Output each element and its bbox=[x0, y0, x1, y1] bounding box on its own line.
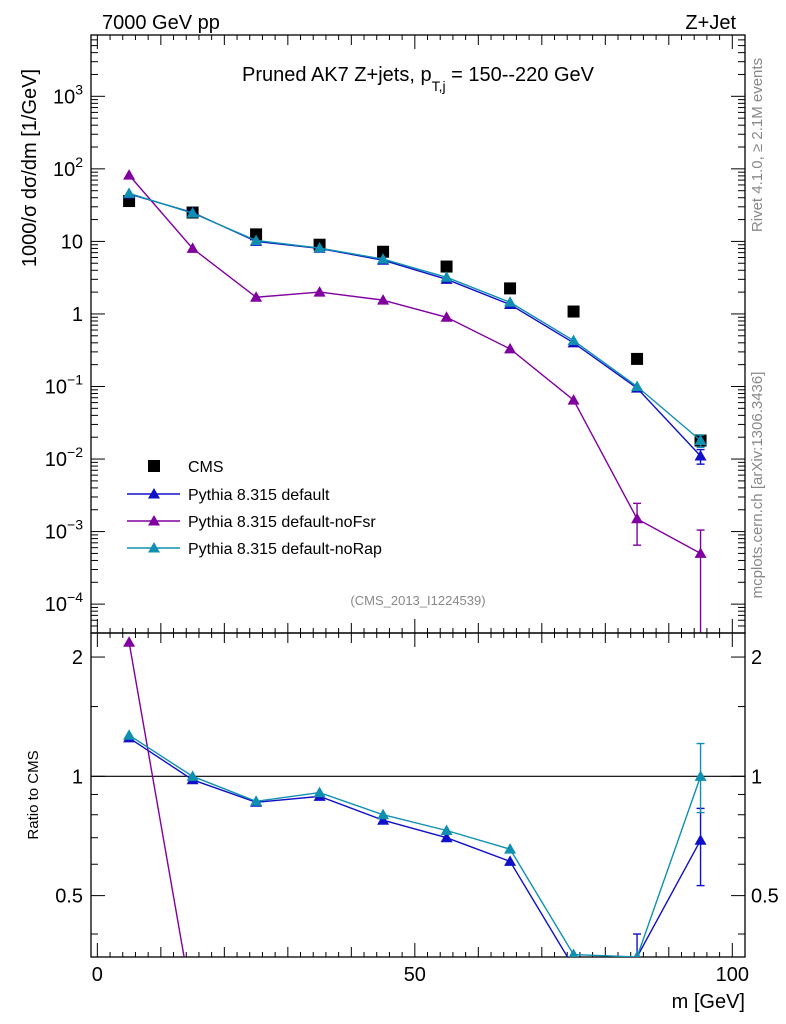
analysis-id: (CMS_2013_I1224539) bbox=[350, 593, 485, 608]
ratio-frame bbox=[90, 632, 746, 958]
pythia-8-315-default-nofsr-line bbox=[128, 174, 701, 555]
pythia-8-315-default-norap-point bbox=[377, 253, 390, 264]
pythia-8-315-default-norap-point bbox=[440, 271, 453, 282]
main-y-tick-label: 10−3 bbox=[45, 517, 83, 544]
cms-data-point bbox=[504, 282, 517, 295]
plot-title: Pruned AK7 Z+jets, pT,j = 150--220 GeV bbox=[242, 64, 595, 94]
header-process-label: Z+Jet bbox=[685, 12, 736, 34]
ratio-pythia-8-315-default-norap-point bbox=[440, 824, 453, 835]
pythia-8-315-default-norap-line bbox=[128, 192, 702, 442]
main-y-tick-label: 1 bbox=[72, 304, 83, 326]
ratio-pythia-8-315-default-norap-line bbox=[128, 734, 702, 957]
ratio-pythia-8-315-default-nofsr-point bbox=[123, 636, 136, 647]
pythia-8-315-default-nofsr-point bbox=[504, 342, 517, 354]
main-y-tick-label: 10−1 bbox=[45, 371, 83, 398]
ratio-y-tick-label-right: 0.5 bbox=[751, 886, 779, 908]
ratio-pythia-8-315-default-point bbox=[568, 961, 580, 972]
ratio-pythia-8-315-default-nofsr-line bbox=[128, 642, 185, 957]
plot-title-main: Pruned AK7 Z+jets, p bbox=[242, 64, 432, 86]
legend-marker-pythia-8-315-default bbox=[148, 488, 160, 499]
ratio-pythia-8-315-default-norap-point bbox=[377, 808, 390, 820]
cms-data-point bbox=[123, 195, 136, 208]
legend-label-pythia-8-315-default: Pythia 8.315 default bbox=[188, 487, 330, 504]
pythia-8-315-default-nofsr-point bbox=[123, 169, 136, 180]
legend-marker-pythia-8-315-default-norap bbox=[148, 542, 160, 553]
ratio-pythia-8-315-default-norap-point bbox=[633, 951, 641, 957]
mcplots-label: mcplots.cern.ch [arXiv:1306.3436] bbox=[749, 372, 766, 599]
plot-title-end: = 150--220 GeV bbox=[446, 64, 595, 86]
ratio-panel: 0.5 0.5 1 1 2 2 0 50 100 bbox=[55, 632, 779, 986]
ratio-y-tick-label-left: 2 bbox=[72, 647, 83, 669]
pythia-8-315-default-nofsr-point bbox=[567, 394, 580, 405]
pythia-8-315-default-line bbox=[128, 193, 702, 457]
x-tick-label: 100 bbox=[716, 964, 749, 986]
pythia-8-315-default-point bbox=[694, 450, 707, 461]
cms-data-point bbox=[377, 245, 390, 258]
ratio-y-axis-title: Ratio to CMS bbox=[25, 750, 42, 839]
pythia-8-315-default-norap-point bbox=[313, 242, 326, 253]
legend-label-pythia-8-315-default-norap: Pythia 8.315 default-noRap bbox=[188, 541, 382, 558]
rivet-label: Rivet 4.1.0, ≥ 2.1M events bbox=[749, 58, 766, 232]
legend: CMS Pythia 8.315 default Pythia 8.315 defa… bbox=[127, 459, 382, 558]
ratio-y-tick-label-left: 0.5 bbox=[55, 886, 83, 908]
pythia-8-315-default-nofsr-point bbox=[694, 547, 707, 558]
pythia-8-315-default-nofsr-point bbox=[313, 286, 326, 297]
ratio-y-tick-label-right: 1 bbox=[751, 766, 762, 788]
ratio-pythia-8-315-default-norap-point bbox=[694, 770, 707, 781]
main-y-tick-label: 10−2 bbox=[45, 444, 83, 471]
cms-data-point bbox=[440, 260, 453, 273]
ratio-series bbox=[123, 636, 707, 972]
pythia-8-315-default-norap-point bbox=[504, 296, 517, 307]
cms-data-point bbox=[567, 305, 580, 318]
ratio-pythia-8-315-default-norap-point bbox=[313, 786, 326, 798]
pythia-8-315-default-norap-point bbox=[694, 434, 707, 446]
main-panel: 10−4 10−3 10−2 10−1 1 10 102 103 bbox=[45, 34, 746, 634]
main-y-tick-label: 10−4 bbox=[45, 589, 83, 616]
pythia-8-315-default-norap-point bbox=[186, 207, 199, 218]
plot-title-subscript: T,j bbox=[432, 78, 446, 94]
cms-data-point bbox=[631, 352, 644, 365]
ratio-y-tick-label-right: 2 bbox=[751, 647, 762, 669]
ratio-pythia-8-315-default-point bbox=[504, 855, 517, 866]
main-y-tick-label: 10 bbox=[61, 231, 83, 253]
ratio-y-tick-label-left: 1 bbox=[72, 766, 83, 788]
pythia-8-315-default-norap-point bbox=[123, 187, 136, 198]
x-axis-title: m [GeV] bbox=[672, 991, 745, 1013]
ratio-pythia-8-315-default-norap-point bbox=[123, 729, 136, 740]
legend-label-pythia-8-315-default-nofsr: Pythia 8.315 default-noFsr bbox=[188, 514, 376, 531]
pythia-8-315-default-norap-point bbox=[567, 334, 580, 346]
legend-label-cms: CMS bbox=[188, 459, 224, 476]
ratio-pythia-8-315-default-norap-point bbox=[568, 948, 579, 957]
ratio-pythia-8-315-default-point bbox=[694, 834, 707, 845]
x-tick-label: 50 bbox=[404, 964, 426, 986]
header-energy-label: 7000 GeV pp bbox=[102, 12, 220, 34]
pythia-8-315-default-nofsr-point bbox=[440, 311, 453, 322]
ratio-pythia-8-315-default-norap-point bbox=[186, 770, 199, 781]
ratio-pythia-8-315-default-point bbox=[377, 814, 390, 825]
ratio-pythia-8-315-default-point bbox=[440, 831, 453, 843]
pythia-8-315-default-nofsr-point bbox=[377, 294, 390, 305]
pythia-8-315-default-norap-point bbox=[631, 380, 644, 391]
ratio-pythia-8-315-default-norap-point bbox=[250, 795, 263, 806]
pythia-8-315-default-nofsr-point bbox=[250, 291, 263, 302]
ratio-pythia-8-315-default-norap-point bbox=[504, 843, 517, 854]
pythia-8-315-default-norap-point bbox=[250, 234, 263, 245]
legend-marker-cms bbox=[148, 460, 160, 472]
main-y-tick-label: 102 bbox=[53, 154, 83, 181]
x-tick-label: 0 bbox=[92, 964, 103, 986]
ratio-pythia-8-315-default-line bbox=[128, 737, 702, 957]
legend-marker-pythia-8-315-default-nofsr bbox=[148, 515, 160, 526]
pythia-8-315-default-nofsr-point bbox=[186, 242, 199, 253]
cms-data-point bbox=[250, 228, 263, 241]
main-y-tick-label: 103 bbox=[53, 81, 83, 108]
main-y-axis-title: 1000/σ dσ/dm [1/GeV] bbox=[19, 69, 41, 267]
pythia-8-315-default-nofsr-point bbox=[631, 512, 644, 524]
